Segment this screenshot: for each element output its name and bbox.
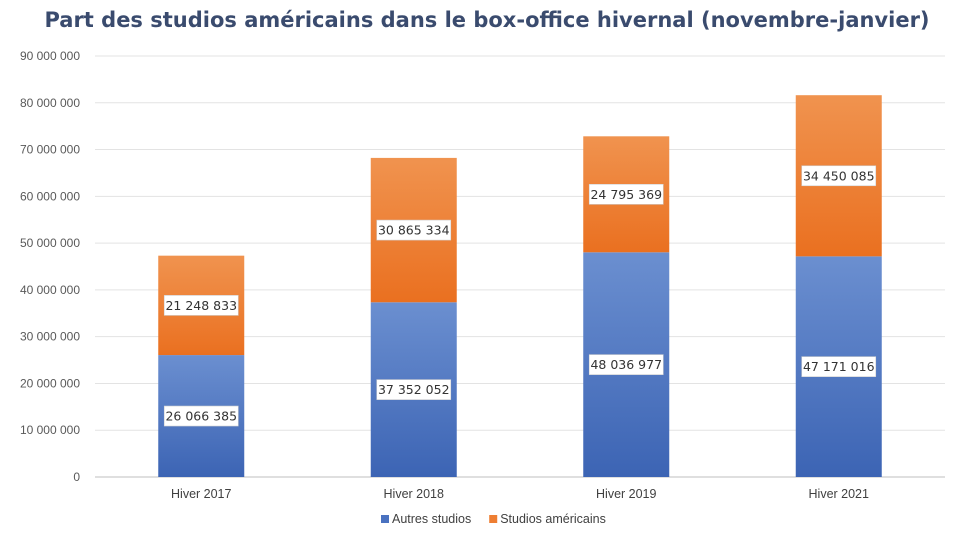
data-label: 37 352 052 <box>378 382 450 397</box>
data-label: 30 865 334 <box>378 223 450 238</box>
data-label-box <box>163 405 239 427</box>
legend-label: Studios américains <box>500 512 606 526</box>
x-tick-label: Hiver 2018 <box>384 487 444 501</box>
y-tick-label: 10 000 000 <box>20 423 80 437</box>
x-tick-label: Hiver 2019 <box>596 487 656 501</box>
data-label-box <box>588 354 664 375</box>
y-tick-label: 80 000 000 <box>20 96 80 110</box>
data-label: 48 036 977 <box>590 357 662 372</box>
data-label-box <box>801 165 877 187</box>
data-label: 26 066 385 <box>165 409 237 424</box>
y-tick-label: 90 000 000 <box>20 49 80 63</box>
legend-swatch <box>489 515 498 523</box>
y-tick-label: 70 000 000 <box>20 143 80 157</box>
data-label: 21 248 833 <box>165 298 237 313</box>
data-label-box <box>801 356 877 377</box>
y-tick-label: 60 000 000 <box>20 189 80 203</box>
x-tick-label: Hiver 2021 <box>809 487 869 501</box>
data-label-box <box>588 184 664 205</box>
data-label: 47 171 016 <box>803 359 875 374</box>
data-label: 34 450 085 <box>803 168 875 183</box>
chart-title: Part des studios américains dans le box-… <box>44 8 930 32</box>
y-tick-label: 30 000 000 <box>20 330 80 344</box>
data-label-box <box>376 219 452 241</box>
data-label-box <box>163 295 239 316</box>
y-tick-label: 20 000 000 <box>20 376 80 390</box>
data-label: 24 795 369 <box>590 187 662 202</box>
y-tick-label: 40 000 000 <box>20 283 80 297</box>
x-tick-label: Hiver 2017 <box>171 487 231 501</box>
data-label-box <box>376 379 452 400</box>
legend-label: Autres studios <box>392 512 471 526</box>
legend-swatch <box>381 515 389 523</box>
y-tick-label: 0 <box>73 470 80 484</box>
y-tick-label: 50 000 000 <box>20 236 80 250</box>
